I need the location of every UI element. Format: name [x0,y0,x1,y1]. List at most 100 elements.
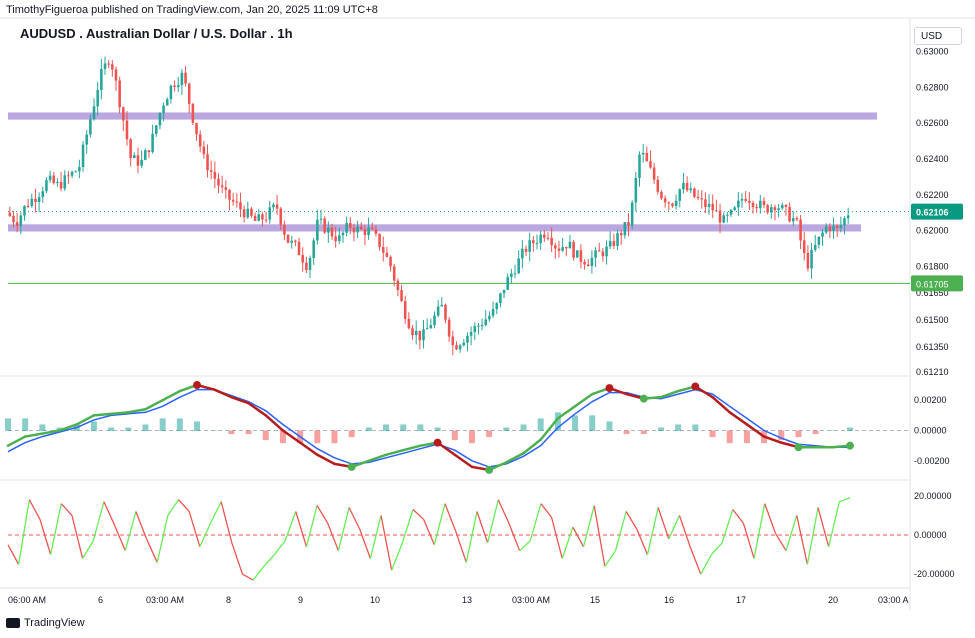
candle-body [316,219,319,241]
macd-histogram-bar [812,430,819,435]
time-axis[interactable]: 06:00 AM 6 03:00 AM 8 9 10 13 03:00 AM 15 16 17 20 0… [8,595,909,605]
candle-body [257,214,261,221]
candle-body [122,107,125,121]
macd-histogram-bar [211,430,218,432]
candle-body [806,252,810,269]
macd-line-segment [711,395,731,414]
candle-body [187,83,191,104]
macd-histogram-bar [692,424,699,432]
candle-body [612,241,616,246]
macd-line-segment [247,401,268,417]
time-tick-label: 06:00 AM [8,595,46,605]
candle-body [19,215,23,226]
candle-body [74,171,78,173]
time-tick-label: 15 [590,595,600,605]
candle-body [733,207,736,210]
osc-line-segment [625,511,638,530]
candle-body [641,152,645,155]
sell-signal-dot [433,438,442,447]
osc-line-segment [742,523,755,559]
candle-body [338,235,341,242]
candle-body [202,146,206,155]
osc-line-segment [49,503,62,555]
candle-body [590,257,594,267]
price-tick-label: 0.62400 [916,154,949,164]
candle-body [627,222,630,226]
macd-line-segment [728,411,749,426]
candle-body [693,188,696,197]
candle-body [356,226,359,233]
candle-body [70,171,74,176]
osc-line-segment [412,509,425,520]
candle-body [799,219,802,241]
candle-body [506,277,509,290]
candle-body [521,248,524,259]
osc-line-segment [646,507,659,555]
candle-body [429,325,433,329]
candle-body [616,233,619,246]
last-price-label: 0.62106 [916,208,949,218]
candle-body [334,236,337,242]
time-tick-label: 03:00 A [878,595,909,605]
osc-line-segment [103,501,116,526]
osc-line-segment [550,517,563,559]
candle-body [52,175,56,183]
osc-line-segment [7,544,20,565]
time-tick-label: 9 [298,595,303,605]
osc-line-segment [774,532,787,552]
candle-body [217,178,220,186]
currency-button[interactable]: USD [914,27,962,45]
osc-line-segment [796,515,809,565]
candle-body [330,227,334,237]
candle-body [824,226,828,233]
candle-body [63,175,67,189]
macd-histogram-bar [640,430,647,435]
osc-line-segment [178,499,190,512]
candle-body [41,191,45,198]
macd-line-segment [144,398,164,411]
candle-body [524,248,528,252]
candle-body [766,205,769,213]
osc-line-segment [785,515,798,551]
macd-histogram-bar [176,418,183,432]
candle-body [751,202,755,208]
candle-body [56,182,59,184]
footer-brand[interactable]: TradingView [6,617,85,629]
resistance-zone [8,224,861,232]
candle-body [770,207,773,213]
candle-body [220,185,224,188]
osc-line-segment [18,499,30,565]
candle-body [59,182,63,189]
osc-line-segment [593,505,606,567]
candle-body [711,203,714,211]
candle-body [133,155,136,158]
candle-body [726,214,729,216]
candle-body [422,329,425,341]
candle-body [832,225,835,232]
osc-line-segment [156,515,169,563]
candle-body [290,240,293,243]
candle-body [645,152,649,162]
osc-line-segment [220,501,233,544]
candle-body [843,218,846,226]
candle-body [341,232,345,236]
price-axis[interactable]: 0.63000 0.62800 0.62600 0.62400 0.62200 0.620… [911,47,963,580]
buy-signal-dot [639,394,648,403]
candle-body [528,240,531,252]
candle-body [656,179,660,192]
candle-body [608,241,612,247]
price-tick-label: 0.62200 [916,190,949,200]
candle-body [125,120,129,140]
chart-canvas[interactable]: 0.63000 0.62800 0.62600 0.62400 0.62200 0.620… [0,0,975,610]
candle-body [283,224,286,235]
candle-body [297,241,301,256]
candle-body [671,203,674,207]
sell-signal-dot [605,384,614,393]
brand-label: TradingView [24,617,85,629]
candle-body [323,218,326,233]
osc-line-segment [455,530,467,563]
time-tick-label: 6 [98,595,103,605]
candle-body [740,198,744,201]
osc-line-segment [188,511,201,547]
candle-body [535,243,539,245]
